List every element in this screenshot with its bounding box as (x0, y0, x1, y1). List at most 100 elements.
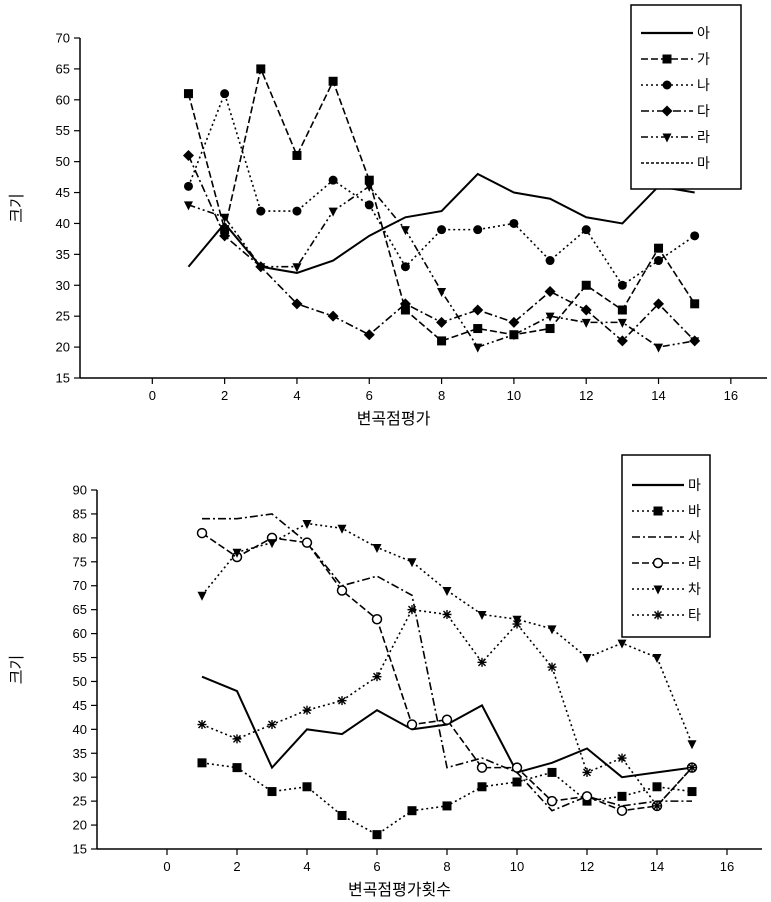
data-point (544, 285, 556, 297)
legend-entry: 나 (641, 78, 710, 94)
legend-entry: 바 (632, 504, 701, 520)
series-line (201, 522, 693, 744)
x-tick-label: 10 (510, 859, 524, 874)
y-tick-label: 35 (73, 746, 87, 761)
data-point (363, 329, 375, 341)
y-tick-label: 25 (56, 309, 70, 324)
x-tick-label: 8 (438, 388, 445, 403)
x-tick-label: 2 (221, 388, 228, 403)
series-사 (202, 513, 692, 812)
legend-entry: 마 (641, 156, 710, 172)
data-point (256, 64, 266, 74)
x-tick-label: 8 (443, 859, 450, 874)
data-point (232, 734, 242, 744)
x-tick-label: 16 (724, 388, 738, 403)
data-point (476, 762, 488, 773)
data-point (371, 613, 383, 625)
data-point (616, 335, 628, 347)
data-point (473, 225, 483, 235)
y-tick-label: 80 (73, 530, 87, 545)
x-tick-label: 14 (651, 388, 665, 403)
y-tick-label: 90 (73, 483, 87, 498)
data-point (183, 201, 193, 211)
data-point (690, 231, 700, 241)
x-tick-label: 6 (373, 859, 380, 874)
y-tick-label: 20 (56, 340, 70, 355)
data-point (337, 696, 347, 706)
x-tick-label: 4 (303, 859, 310, 874)
data-point (292, 150, 302, 160)
legend-entry: 타 (632, 608, 701, 624)
x-tick-label: 0 (149, 388, 156, 403)
data-point (407, 558, 417, 568)
y-tick-label: 70 (73, 578, 87, 593)
series-아 (187, 172, 695, 274)
data-point (511, 762, 523, 773)
data-point (436, 316, 448, 328)
series-line (201, 675, 693, 779)
data-point (652, 654, 662, 664)
data-point (437, 287, 447, 297)
data-point (687, 787, 697, 797)
legend-marker (662, 133, 672, 143)
legend-label: 마 (697, 156, 710, 172)
data-point (219, 230, 231, 242)
x-axis-title: 변곡점평가횟수 (348, 880, 451, 899)
data-point (407, 605, 417, 615)
data-point (545, 256, 555, 266)
series-마 (201, 675, 693, 779)
y-tick-label: 15 (73, 842, 87, 857)
data-point (267, 720, 277, 730)
series-line (188, 185, 695, 349)
data-point (547, 625, 557, 635)
data-point (581, 791, 593, 802)
series-line (187, 172, 695, 274)
data-point (197, 758, 207, 768)
y-tick-label: 45 (56, 185, 70, 200)
data-point (617, 753, 627, 763)
data-point (545, 312, 555, 322)
data-point (400, 226, 410, 236)
legend-label: 라 (688, 556, 701, 572)
y-tick-label: 40 (56, 216, 70, 231)
data-point (512, 777, 522, 787)
data-point (256, 206, 266, 216)
data-point (652, 801, 662, 811)
y-tick-label: 55 (56, 123, 70, 138)
data-point (582, 654, 592, 664)
data-point (690, 337, 700, 347)
data-point (302, 782, 312, 792)
y-tick-label: 65 (73, 602, 87, 617)
legend-label: 가 (697, 52, 710, 68)
data-point (654, 243, 664, 253)
data-point (512, 619, 522, 629)
data-point (437, 225, 447, 235)
x-axis-title: 변곡점평가 (357, 409, 431, 428)
data-point (653, 298, 665, 310)
series-타 (197, 605, 697, 811)
legend-marker (653, 585, 663, 595)
data-point (302, 705, 312, 715)
data-point (472, 304, 484, 316)
data-point (508, 316, 520, 328)
data-point (183, 181, 193, 191)
data-point (545, 324, 555, 334)
data-point (406, 719, 418, 730)
data-point (267, 787, 277, 797)
data-point (372, 543, 382, 553)
data-point (687, 740, 697, 750)
legend-entry: 라 (632, 556, 701, 572)
data-point (256, 263, 266, 273)
data-point (302, 520, 312, 530)
y-tick-label: 30 (73, 770, 87, 785)
data-point (182, 149, 194, 161)
x-tick-label: 12 (580, 859, 594, 874)
legend-marker (662, 54, 672, 64)
data-point (196, 527, 208, 539)
data-point (328, 76, 338, 86)
legend-entry: 아 (641, 26, 710, 42)
y-tick-label: 40 (73, 722, 87, 737)
data-point (581, 318, 591, 328)
series-나 (183, 89, 700, 290)
data-point (183, 89, 193, 99)
